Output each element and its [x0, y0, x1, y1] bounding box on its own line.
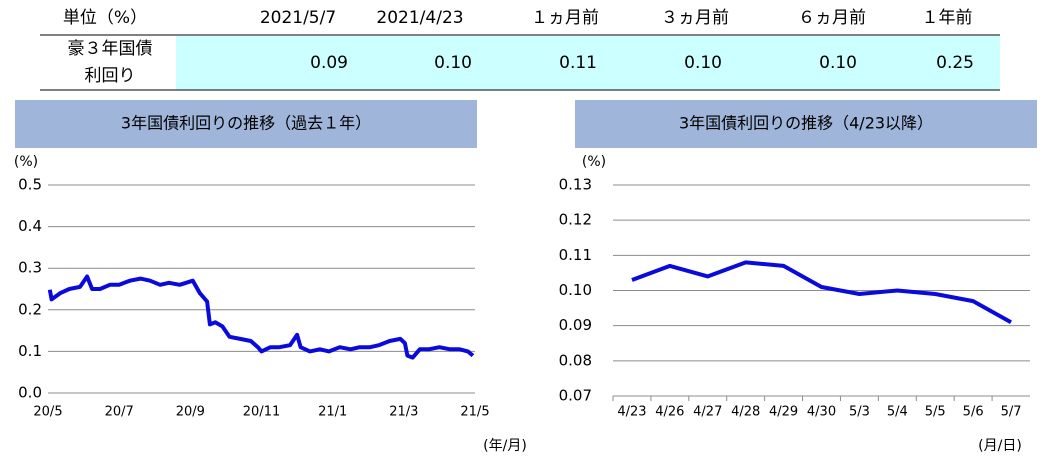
chart-title: 3年国債利回りの推移（過去１年）: [121, 114, 371, 133]
x-tick-label: 20/5: [33, 405, 62, 420]
y-unit: (%): [14, 154, 38, 170]
x-tick-label: 5/3: [849, 405, 870, 420]
table-header: 2021/4/23: [376, 8, 463, 28]
table-cell: 0.25: [936, 53, 974, 73]
x-tick-label: 4/29: [769, 405, 798, 420]
y-tick-label: 0.5: [18, 176, 42, 194]
x-tick-label: 4/30: [807, 405, 836, 420]
line-series: [631, 260, 1012, 324]
row-label: 利回り: [85, 66, 136, 86]
y-tick-label: 0.10: [559, 281, 592, 299]
x-tick-label: 21/5: [460, 405, 489, 420]
table-header: ６ヵ月前: [798, 8, 866, 28]
table-cell: 0.09: [310, 53, 348, 73]
x-unit: (月/日): [978, 438, 1022, 454]
y-tick-label: 0.0: [18, 384, 42, 402]
x-tick-label: 20/11: [243, 405, 280, 420]
x-tick-label: 5/7: [1001, 405, 1022, 420]
y-tick-label: 0.11: [559, 246, 592, 264]
table-header: 2021/5/7: [260, 8, 336, 28]
x-tick-label: 20/9: [176, 405, 205, 420]
table-cell: 0.10: [434, 53, 472, 73]
data-row-bg: [176, 36, 1000, 90]
title-box: [15, 100, 477, 148]
y-tick-label: 0.2: [18, 300, 42, 318]
table-header: 単位（%）: [63, 8, 147, 28]
x-tick-label: 5/6: [963, 405, 984, 420]
y-tick-label: 0.09: [559, 316, 592, 334]
x-tick-label: 21/3: [389, 405, 418, 420]
x-tick-label: 20/7: [105, 405, 134, 420]
x-tick-label: 4/23: [617, 405, 646, 420]
title-box: [575, 100, 1037, 148]
row-label: 豪３年国債: [68, 38, 153, 59]
y-tick-label: 0.07: [559, 387, 592, 405]
table-header: １ヵ月前: [531, 8, 599, 28]
table-cell: 0.10: [819, 53, 857, 73]
table-cell: 0.10: [684, 53, 722, 73]
table-header: ３ヵ月前: [661, 8, 729, 28]
x-tick-label: 4/27: [693, 405, 722, 420]
table-header: １年前: [922, 8, 973, 28]
line-series: [47, 274, 475, 360]
chart-title: 3年国債利回りの推移（4/23以降）: [679, 114, 933, 133]
y-tick-label: 0.12: [559, 211, 592, 229]
y-tick-label: 0.13: [559, 176, 592, 194]
x-tick-label: 5/5: [925, 405, 946, 420]
y-tick-label: 0.08: [559, 351, 592, 369]
x-tick-label: 4/28: [731, 405, 760, 420]
y-tick-label: 0.3: [18, 259, 42, 277]
x-tick-label: 21/1: [318, 405, 347, 420]
x-unit: (年/月): [483, 438, 527, 454]
x-tick-label: 5/4: [887, 405, 908, 420]
y-tick-label: 0.4: [18, 217, 42, 235]
table-cell: 0.11: [559, 53, 597, 73]
x-tick-label: 4/26: [655, 405, 684, 420]
y-unit: (%): [582, 154, 606, 170]
y-tick-label: 0.1: [18, 342, 42, 360]
